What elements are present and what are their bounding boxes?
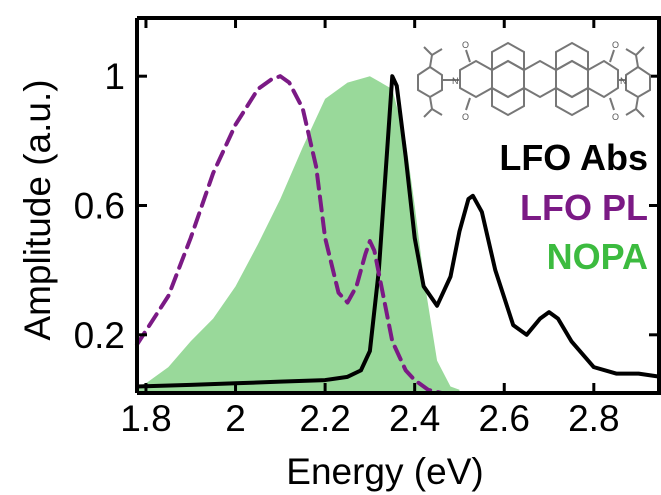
x-tick-label: 2 <box>225 398 246 439</box>
legend-nopa: NOPA <box>547 236 648 277</box>
svg-text:O: O <box>462 112 469 122</box>
legend: LFO Abs LFO PL NOPA <box>499 137 648 277</box>
molecule-structure-image: N N O O O O <box>417 40 651 122</box>
svg-text:N: N <box>452 76 459 86</box>
svg-text:O: O <box>612 40 619 50</box>
series-lfo-abs-line <box>135 74 661 389</box>
plot-area: 1.8 2 2.2 2.4 2.6 2.8 0.2 0.6 1 <box>74 16 661 439</box>
svg-text:O: O <box>462 40 469 50</box>
y-tick-label: 0.6 <box>74 186 125 227</box>
legend-lfo-pl: LFO PL <box>520 187 648 228</box>
y-tick-label: 0.2 <box>74 315 125 356</box>
y-tick-label: 1 <box>104 56 125 97</box>
x-tick-label: 2.4 <box>389 398 440 439</box>
x-tick-label: 2.2 <box>299 398 350 439</box>
x-tick-label: 1.8 <box>120 398 171 439</box>
svg-text:O: O <box>612 112 619 122</box>
x-axis-title: Energy (eV) <box>286 451 483 492</box>
x-tick-label: 2.6 <box>479 398 530 439</box>
svg-text:N: N <box>620 76 627 86</box>
legend-lfo-abs: LFO Abs <box>499 137 648 178</box>
y-axis-title: Amplitude (a.u.) <box>17 79 58 340</box>
series-nopa-area <box>137 76 460 394</box>
x-tick-label: 2.8 <box>568 398 619 439</box>
series-lfo-pl-line <box>135 74 507 395</box>
